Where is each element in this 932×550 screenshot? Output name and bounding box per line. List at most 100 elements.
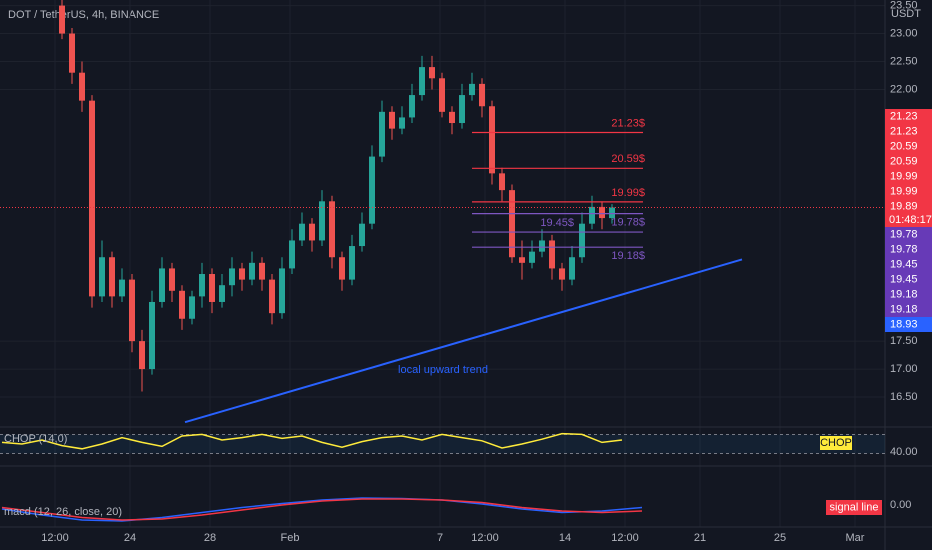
x-tick-label: Mar [846, 532, 865, 544]
candle-body [579, 223, 585, 258]
candle-body [379, 111, 385, 157]
y-tick-label: 40.00 [890, 446, 918, 458]
x-tick-label: 7 [437, 532, 443, 544]
candle-body [69, 33, 75, 73]
countdown: 01:48:17 [889, 214, 932, 226]
x-tick-label: 21 [694, 532, 706, 544]
x-tick-label: 25 [774, 532, 786, 544]
candle-body [279, 268, 285, 314]
price-badge [885, 169, 932, 184]
price-badge [885, 272, 932, 287]
candle-body [599, 206, 605, 219]
candle-body [189, 296, 195, 319]
y-tick-label: 22.50 [890, 55, 918, 67]
chop-badge [820, 436, 852, 450]
candle-body [319, 201, 325, 241]
candle-body [349, 246, 355, 280]
candle-body [139, 341, 145, 370]
trend-annotation: local upward trend [398, 364, 488, 376]
price-badge-label: 19.18 [890, 303, 918, 315]
candle-body [289, 240, 295, 269]
price-badge-label: 19.89 [890, 200, 918, 212]
candle-body [199, 274, 205, 297]
candle-body [219, 285, 225, 302]
x-tick-label: 12:00 [611, 532, 639, 544]
candle-body [429, 67, 435, 79]
candle-body [459, 95, 465, 124]
candle-body [249, 262, 255, 280]
macd-line [1, 497, 643, 522]
candle-body [329, 201, 335, 258]
candle-body [609, 207, 615, 219]
level-label: 19.45$ [540, 217, 574, 229]
candle-body [529, 251, 535, 263]
price-badge [885, 199, 932, 227]
macd-name: macd (12, 26, close, 20) [4, 506, 122, 518]
level-label: 19.99$ [611, 187, 645, 199]
price-badge-label: 19.78 [890, 228, 918, 240]
price-badge-label: 19.45 [890, 273, 918, 285]
candle-body [59, 5, 65, 34]
candle-body [439, 78, 445, 112]
chop-line [1, 432, 623, 450]
candle-body [309, 223, 315, 241]
candle-body [149, 301, 155, 370]
candle-body [559, 268, 565, 280]
x-tick-label: 12:00 [471, 532, 499, 544]
currency: USDT [891, 8, 921, 20]
candle-body [539, 240, 545, 252]
candle-body [269, 279, 275, 314]
price-badge [885, 124, 932, 139]
price-badge-label: 19.78 [890, 243, 918, 255]
candle-body [209, 274, 215, 302]
x-tick-label: 12:00 [41, 532, 69, 544]
x-tick-label: 24 [124, 532, 136, 544]
candle-body [549, 240, 555, 269]
y-tick-label: 16.50 [890, 391, 918, 403]
candle-body [259, 262, 265, 280]
chop-badge-label: CHOP [820, 437, 852, 449]
x-tick-label: 28 [204, 532, 216, 544]
candle-body [589, 206, 595, 224]
price-badge [885, 287, 932, 302]
candle-body [299, 223, 305, 241]
price-badge-label: 20.59 [890, 155, 918, 167]
candle-body [419, 67, 425, 96]
x-tick-label: Feb [281, 532, 300, 544]
y-tick-label: 22.00 [890, 83, 918, 95]
price-badge [885, 242, 932, 257]
macd-line [1, 498, 643, 521]
candle-body [399, 117, 405, 129]
level-label: 21.23$ [611, 117, 645, 129]
price-badge-label: 21.23 [890, 110, 918, 122]
level-label: 20.59$ [611, 153, 645, 165]
candle-body [479, 83, 485, 107]
price-badge-label: 19.99 [890, 170, 918, 182]
macd-badge [826, 500, 882, 515]
candle-body [449, 111, 455, 124]
price-badge-label: 18.93 [890, 318, 918, 330]
price-badge [885, 302, 932, 317]
candle-body [79, 72, 85, 101]
trendline [184, 258, 743, 424]
level-label: 19.18$ [611, 250, 645, 262]
price-badge [885, 317, 932, 332]
candle-body [99, 257, 105, 297]
candle-body [469, 83, 475, 96]
y-tick-label: 0.00 [890, 499, 911, 511]
candle-body [499, 173, 505, 191]
y-tick-label: 17.50 [890, 335, 918, 347]
x-tick-label: 14 [559, 532, 571, 544]
candle-body [339, 257, 345, 280]
price-badge-label: 19.45 [890, 258, 918, 270]
candle-body [119, 279, 125, 297]
candle-body [179, 290, 185, 319]
y-tick-label: 23.50 [890, 0, 918, 11]
candle-body [519, 257, 525, 263]
candle-body [229, 268, 235, 286]
candle-body [159, 268, 165, 302]
candle-body [129, 279, 135, 342]
candle-body [509, 190, 515, 258]
